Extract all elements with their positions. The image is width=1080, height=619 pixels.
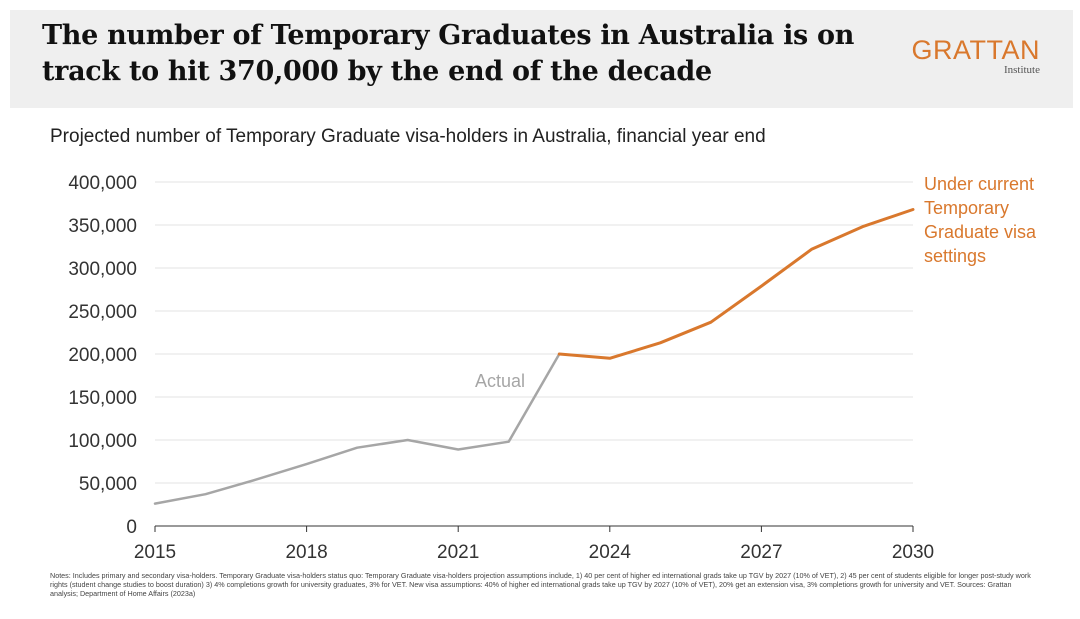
y-tick-label: 100,000 (68, 431, 137, 452)
x-tick-label: 2021 (437, 542, 479, 563)
logo-wordmark: GRATTAN (911, 35, 1040, 65)
grattan-logo: GRATTAN Institute (912, 36, 1041, 76)
y-tick-label: 300,000 (68, 259, 137, 280)
y-tick-label: 200,000 (68, 345, 137, 366)
projection-series-label-line: Graduate visa (924, 222, 1037, 242)
y-tick-label: 50,000 (79, 474, 137, 495)
x-tick-label: 2030 (892, 542, 934, 563)
x-tick-label: 2015 (134, 542, 176, 563)
y-tick-label: 150,000 (68, 388, 137, 409)
chart-title: The number of Temporary Graduates in Aus… (42, 20, 855, 87)
y-tick-label: 0 (126, 517, 137, 538)
x-tick-label: 2027 (740, 542, 782, 563)
y-tick-label: 400,000 (68, 173, 137, 194)
x-tick-label: 2024 (589, 542, 632, 563)
chart-notes: Notes: Includes primary and secondary vi… (50, 571, 1031, 598)
logo-subtext: Institute (1003, 64, 1040, 76)
projection-series-label-line: settings (924, 246, 986, 266)
y-tick-label: 250,000 (68, 302, 137, 323)
x-tick-label: 2018 (285, 542, 327, 563)
projection-series-label-line: Under current (924, 174, 1034, 194)
y-tick-label: 350,000 (68, 216, 137, 237)
actual-series-line (153, 352, 561, 505)
actual-series-label: Actual (475, 371, 525, 391)
projection-series-label-line: Temporary (924, 198, 1009, 218)
header-banner (10, 10, 1073, 108)
projection-series-line (557, 208, 915, 360)
line-chart: 0 50,000 100,000 150,000 200,000 250,000 300,0… (68, 173, 1037, 563)
chart-subtitle: Projected number of Temporary Graduate v… (50, 126, 766, 147)
